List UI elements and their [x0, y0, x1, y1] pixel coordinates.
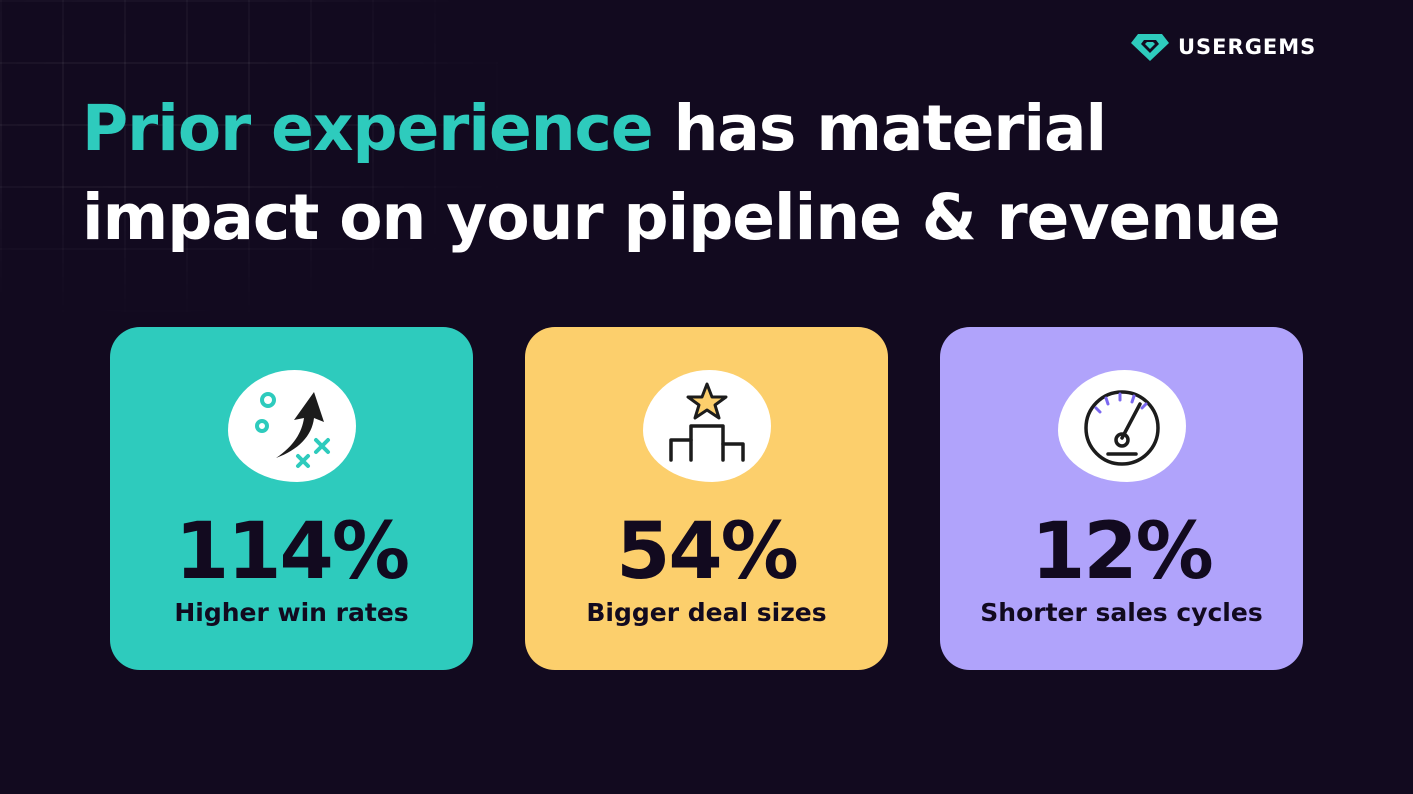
- stat-value: 114%: [175, 507, 410, 597]
- title-accent: Prior experience: [82, 92, 654, 165]
- speedometer-icon: [1083, 390, 1160, 466]
- stat-value: 54%: [616, 507, 799, 597]
- stat-card-sales-cycles: 12% Shorter sales cycles: [940, 327, 1303, 670]
- arrow-up-icon: [254, 392, 330, 468]
- stat-label: Shorter sales cycles: [980, 598, 1263, 627]
- icon-badge: [1057, 370, 1186, 482]
- title-line2: impact on your pipeline & revenue: [82, 181, 1281, 254]
- brand-logo[interactable]: USERGEMS: [1130, 32, 1316, 62]
- stat-card-win-rates: 114% Higher win rates: [110, 327, 473, 670]
- title-rest-line1: has material: [652, 92, 1108, 165]
- icon-badge: [227, 370, 356, 482]
- gem-icon: [1131, 34, 1169, 61]
- stat-card-deal-sizes: 54% Bigger deal sizes: [525, 327, 888, 670]
- stat-value: 12%: [1031, 507, 1214, 597]
- stat-label: Higher win rates: [174, 598, 409, 627]
- stat-cards: 114% Higher win rates 54% Bigger deal si…: [110, 327, 1303, 670]
- background-grid: [0, 0, 520, 320]
- icon-badge: [642, 370, 771, 482]
- page-title: Prior experience has material impact on y…: [82, 84, 1281, 262]
- stat-label: Bigger deal sizes: [586, 598, 827, 627]
- brand-name: USERGEMS: [1178, 35, 1317, 59]
- podium-star-icon: [668, 382, 745, 462]
